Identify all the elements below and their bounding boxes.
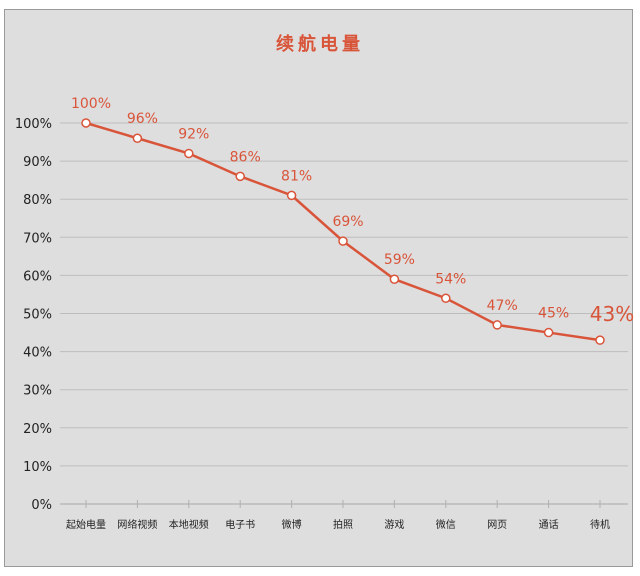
series-line: [85, 121, 601, 342]
y-tick-label: 80%: [23, 193, 52, 208]
data-point: [81, 118, 91, 128]
y-tick-label: 20%: [23, 422, 52, 437]
data-label: 86%: [230, 149, 261, 165]
x-tick-label: 网络视频: [117, 518, 157, 531]
data-label: 96%: [127, 111, 158, 127]
y-tick-label: 60%: [23, 269, 52, 284]
data-point: [184, 148, 194, 159]
x-tick-label: 电子书: [225, 518, 255, 531]
data-label: 47%: [487, 298, 518, 314]
data-point: [338, 236, 348, 246]
data-label: 54%: [435, 271, 466, 287]
data-label: 43%: [590, 302, 634, 326]
chart-title: 续航电量: [276, 33, 364, 55]
x-tick-label: 游戏: [384, 518, 404, 531]
x-tick-label: 待机: [590, 518, 610, 531]
y-tick-label: 0%: [31, 498, 52, 513]
chart-frame: [4, 9, 633, 567]
data-label: 81%: [281, 168, 312, 184]
x-tick-label: 微博: [282, 518, 302, 531]
data-point: [441, 293, 451, 304]
data-point: [286, 190, 297, 201]
x-tick-label: 微信: [436, 518, 456, 531]
data-label: 100%: [71, 96, 111, 112]
data-point: [389, 274, 400, 284]
x-tick-label: 起始电量: [66, 518, 106, 531]
x-tick-label: 拍照: [333, 518, 353, 531]
y-tick-label: 90%: [23, 155, 52, 170]
y-tick-label: 70%: [23, 231, 52, 246]
data-point: [132, 133, 143, 143]
x-tick-label: 通话: [539, 519, 559, 531]
data-point: [235, 171, 245, 182]
y-tick-label: 30%: [23, 384, 52, 399]
data-point: [492, 320, 502, 330]
x-tick-label: 本地视频: [169, 518, 209, 531]
y-tick-label: 10%: [23, 460, 52, 475]
data-label: 69%: [332, 214, 363, 230]
data-label: 59%: [384, 252, 415, 268]
data-label: 45%: [538, 306, 569, 322]
data-label: 92%: [178, 126, 209, 142]
y-tick-label: 40%: [23, 346, 52, 361]
data-point: [543, 327, 554, 338]
data-point: [595, 335, 605, 345]
y-tick-label: 50%: [23, 308, 52, 323]
y-tick-label: 100%: [15, 117, 52, 132]
x-tick-label: 网页: [487, 519, 507, 531]
